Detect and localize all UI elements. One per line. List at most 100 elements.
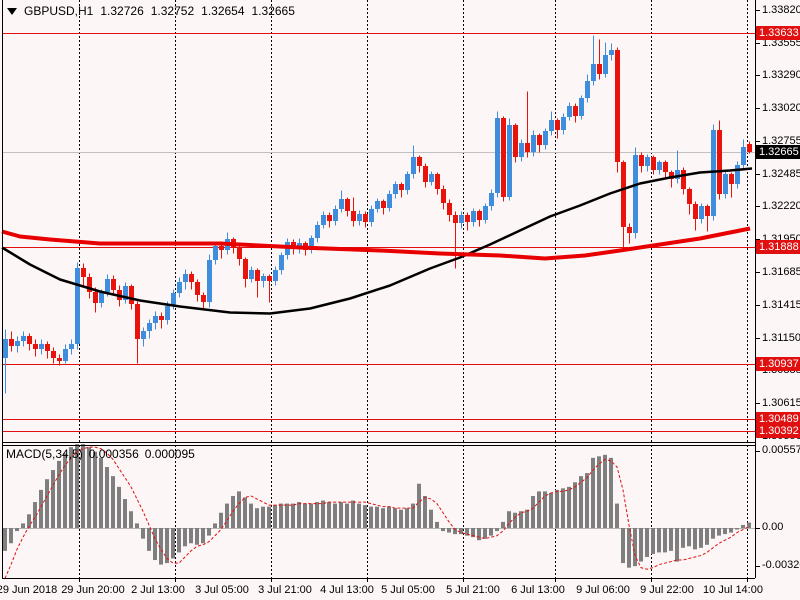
macd-histogram-bar	[417, 483, 421, 528]
macd-histogram-bar	[519, 511, 523, 528]
candle-body	[591, 64, 596, 81]
macd-histogram-bar	[177, 528, 181, 553]
macd-histogram-bar	[567, 486, 571, 528]
candle-body	[735, 165, 740, 184]
macd-signal-value: 0.000095	[144, 447, 195, 461]
candle-body	[81, 268, 86, 277]
candle-body	[657, 162, 662, 170]
price-tick-label: 1.32220	[762, 199, 800, 212]
macd-histogram-bar	[669, 528, 673, 551]
candle-body	[525, 143, 530, 152]
macd-histogram-bar	[387, 506, 391, 528]
candle-body	[747, 144, 752, 152]
time-label: 9 Jul 22:00	[640, 584, 694, 596]
candle-body	[453, 215, 458, 223]
macd-histogram-bar	[87, 447, 91, 528]
candle-body	[669, 172, 674, 179]
macd-histogram-bar	[303, 503, 307, 528]
candle-body	[177, 282, 182, 293]
candle-body	[705, 206, 710, 216]
candle-body	[339, 199, 344, 209]
candle-body	[201, 295, 206, 302]
level-price-tag[interactable]: 1.30392	[756, 423, 800, 438]
candle-body	[243, 259, 248, 279]
macd-histogram-bar	[633, 528, 637, 567]
symbol-dropdown-icon[interactable]	[7, 7, 17, 15]
candle-body	[21, 336, 26, 341]
macd-histogram-bar	[693, 528, 697, 550]
candle-body	[237, 247, 242, 259]
macd-histogram-bar	[105, 467, 109, 528]
ma-black-line[interactable]	[1, 167, 753, 315]
ohlc-low: 1.32654	[201, 4, 245, 18]
ma-red-line[interactable]	[1, 226, 751, 261]
macd-histogram-bar	[717, 528, 721, 536]
macd-histogram-bar	[489, 528, 493, 536]
level-price-tag[interactable]: 1.30489	[756, 411, 800, 426]
macd-histogram-bar	[657, 528, 661, 553]
candle-body	[699, 206, 704, 219]
candle-body	[153, 316, 158, 323]
candle-body	[459, 215, 464, 223]
candle-body	[471, 211, 476, 222]
candle-body	[57, 358, 62, 361]
level-price-tag[interactable]: 1.30937	[756, 356, 800, 371]
macd-name: MACD(5,34,5)	[6, 447, 83, 461]
macd-histogram-bar	[375, 506, 379, 528]
candle-body	[87, 277, 92, 292]
candle-body	[279, 255, 284, 270]
candle-body	[603, 55, 608, 74]
macd-histogram-bar	[477, 528, 481, 541]
candle-body	[423, 166, 428, 182]
macd-histogram-bar	[81, 444, 85, 528]
candle-body	[693, 204, 698, 219]
macd-histogram-bar	[705, 528, 709, 545]
macd-histogram-bar	[57, 460, 61, 528]
macd-histogram-bar	[225, 503, 229, 528]
macd-histogram-bar	[459, 528, 463, 535]
macd-histogram-bar	[15, 528, 19, 532]
candle-body	[147, 323, 152, 331]
candle-body	[51, 351, 56, 358]
macd-histogram-bar	[141, 528, 145, 539]
macd-histogram-bar	[111, 476, 115, 528]
macd-histogram-bar	[315, 502, 319, 528]
price-tick-label: 1.32755	[762, 134, 800, 147]
candle-body	[375, 201, 380, 209]
candle-body	[651, 157, 656, 170]
candle-body	[105, 279, 110, 292]
candle-body	[351, 211, 356, 221]
macd-histogram-bar	[447, 528, 451, 533]
macd-histogram-bar	[213, 523, 217, 528]
macd-histogram-bar	[345, 503, 349, 528]
candle-body	[537, 135, 542, 145]
macd-histogram-bar	[453, 528, 457, 535]
candle-body	[633, 155, 638, 233]
macd-histogram-bar	[471, 528, 475, 538]
macd-histogram-bar	[687, 528, 691, 547]
macd-histogram-bar	[351, 500, 355, 528]
chart-header: GBPUSD,H1 1.32726 1.32752 1.32654 1.3266…	[7, 4, 295, 18]
macd-histogram-bar	[543, 491, 547, 528]
macd-histogram-bar	[561, 488, 565, 528]
candle-body	[267, 276, 272, 281]
macd-histogram-bar	[681, 528, 685, 548]
macd-histogram-bar	[675, 528, 679, 562]
macd-histogram-bar	[711, 528, 715, 539]
macd-histogram-bar	[51, 470, 55, 528]
macd-histogram-bar	[201, 528, 205, 544]
candle-body	[393, 184, 398, 194]
macd-tick-label: 0.005573	[762, 444, 800, 456]
candle-body	[741, 147, 746, 165]
candle-body	[441, 189, 446, 203]
candle-body	[219, 246, 224, 250]
macd-histogram-bar	[507, 511, 511, 528]
macd-histogram-bar	[207, 528, 211, 536]
macd-histogram-bar	[555, 489, 559, 528]
level-price-tag[interactable]: 1.33633	[756, 25, 800, 40]
macd-histogram-bar	[573, 482, 577, 528]
macd-histogram-bar	[411, 503, 415, 528]
level-price-tag[interactable]: 1.31888	[756, 239, 800, 254]
